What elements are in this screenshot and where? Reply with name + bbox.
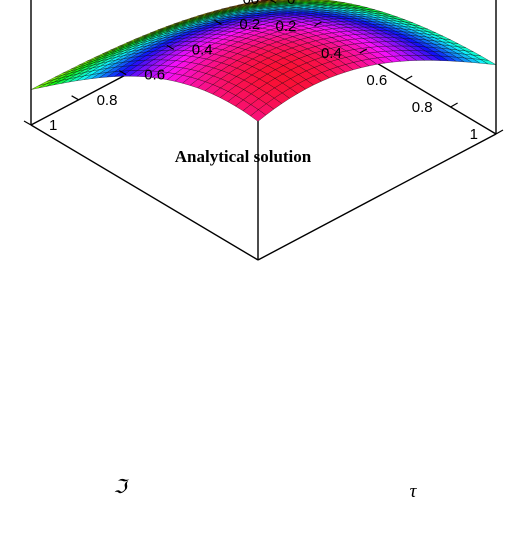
surface-patch (298, 0, 315, 1)
x-tick-mark (450, 102, 458, 108)
x-tick-label: 0.8 (412, 99, 433, 116)
chart-title: Analytical solution (175, 147, 312, 166)
tick-labels: 00.20.40.60.8100.20.40.60.810123 (49, 0, 478, 143)
y-tick-mark (214, 19, 222, 25)
y-axis-label: τ (410, 481, 418, 502)
surface-patch (253, 0, 269, 3)
surface-mesh (30, 0, 497, 122)
surface-patch (313, 0, 330, 1)
y-tick-label: 1 (49, 117, 57, 134)
y-tick-label: 0.6 (144, 67, 165, 84)
y-tick-label: 0.4 (192, 41, 213, 58)
x-tick-mark (404, 75, 413, 81)
z-tick-mark (269, 0, 277, 4)
y-tick-mark (23, 120, 32, 126)
x-tick-label: 0.4 (321, 45, 342, 62)
y-tick-label: 0 (287, 0, 295, 8)
tick-marks (23, 0, 504, 135)
x-tick-label: 0.6 (366, 72, 387, 89)
x-tick-mark (495, 129, 504, 135)
x-tick-label: 1 (470, 126, 478, 143)
y-tick-mark (71, 95, 79, 101)
z-tick-label: 0 (251, 0, 259, 8)
x-tick-label: 0.2 (276, 18, 297, 35)
box-bottom-edge (30, 124, 259, 261)
y-tick-mark (118, 70, 127, 76)
x-axis-label: ℑ (113, 477, 129, 498)
x-tick-mark (314, 21, 322, 27)
x-tick-mark (359, 48, 368, 54)
box-bottom-edge (257, 133, 497, 261)
y-tick-mark (166, 44, 175, 50)
x-tick-label: 0 (243, 0, 251, 8)
y-tick-label: 0.2 (239, 16, 260, 33)
y-tick-label: 0.8 (97, 92, 118, 109)
